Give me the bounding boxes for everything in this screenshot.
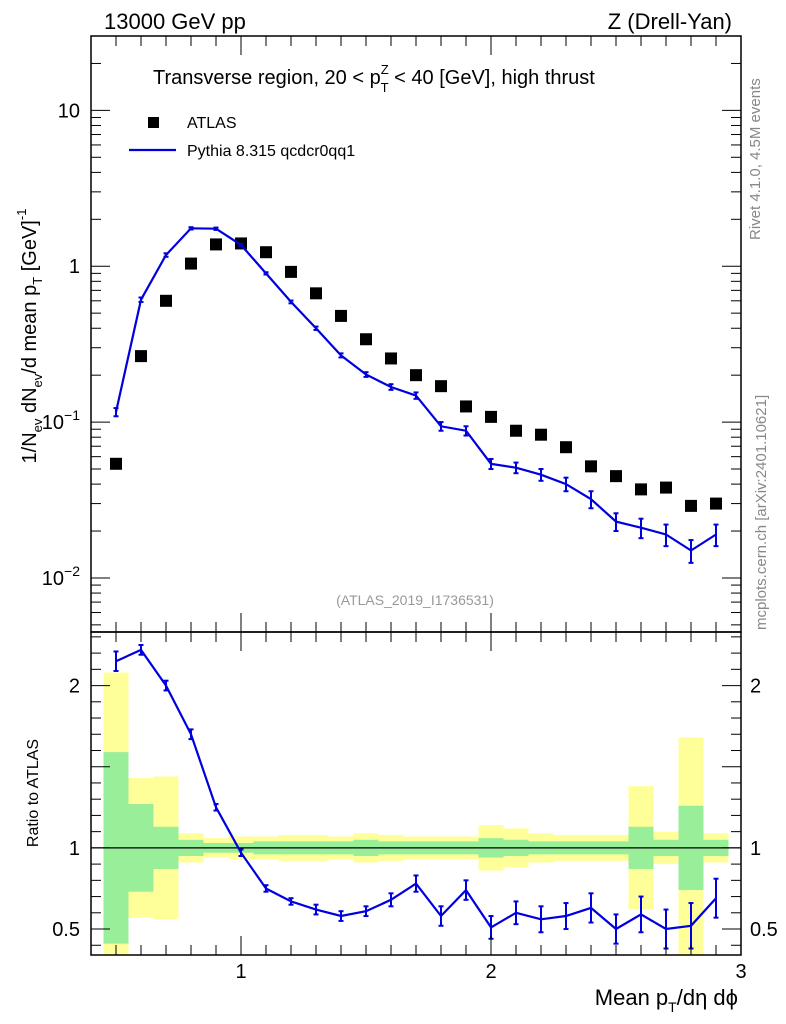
y-tick-label: 10 xyxy=(58,100,80,122)
atlas-point xyxy=(510,424,522,437)
atlas-point xyxy=(635,483,647,496)
main-panel: Transverse region, 20 < pZ T < 40 [GeV], … xyxy=(14,35,742,633)
watermark: (ATLAS_2019_I1736531) xyxy=(336,592,494,608)
ratio-ticks: 0.5 0.5 1 1 2 2 1 2 3 xyxy=(52,632,778,983)
ratio-y-tick-label: 2 xyxy=(69,676,80,698)
ratio-ylabel: Ratio to ATLAS xyxy=(25,739,42,847)
atlas-point xyxy=(460,400,472,413)
rivet-label: Rivet 4.1.0, 4.5M events xyxy=(747,78,764,240)
atlas-point xyxy=(410,369,422,382)
y-tick-label-exp: −1 xyxy=(64,407,80,423)
y-tick-label: 10−1 xyxy=(42,407,80,434)
atlas-point xyxy=(560,441,572,454)
legend-atlas-label: ATLAS xyxy=(187,115,237,132)
atlas-point xyxy=(285,265,297,278)
atlas-point xyxy=(335,309,347,322)
atlas-point xyxy=(710,497,722,510)
atlas-point xyxy=(260,246,272,259)
main-title: Transverse region, 20 < pZ T < 40 [GeV], … xyxy=(153,62,595,95)
atlas-point xyxy=(610,470,622,483)
atlas-point xyxy=(660,481,672,494)
ratio-bands xyxy=(103,672,729,955)
ratio-y-tick-label: 0.5 xyxy=(52,919,80,941)
atlas-point xyxy=(210,238,222,251)
atlas-point xyxy=(385,352,397,365)
main-ylabel: 1/Nev dNev/d mean pT [GeV]-1 xyxy=(14,209,45,464)
atlas-point xyxy=(110,457,122,470)
y-tick-label-base: 10 xyxy=(42,568,64,590)
y-tick-label: 10−2 xyxy=(42,563,80,590)
atlas-point xyxy=(310,287,322,300)
ratio-y-tick-label-right: 2 xyxy=(750,676,761,698)
atlas-point xyxy=(185,257,197,270)
y-tick-label-exp: −2 xyxy=(64,563,80,579)
x-tick-label: 1 xyxy=(235,961,246,983)
atlas-point xyxy=(685,499,697,512)
ratio-panel: 0.5 0.5 1 1 2 2 1 2 3 Ratio to ATLAS Mean pT/dη … xyxy=(25,631,778,1015)
mcplots-label: mcplots.cern.ch [arXiv:2401.10621] xyxy=(753,395,770,630)
atlas-point xyxy=(135,350,147,363)
atlas-point xyxy=(435,380,447,393)
y-tick-label: 1 xyxy=(69,256,80,278)
legend-atlas-marker xyxy=(148,117,159,128)
ratio-marks xyxy=(113,643,719,950)
x-tick-label: 3 xyxy=(735,961,746,983)
x-tick-label: 2 xyxy=(485,961,496,983)
x-axis-label: Mean pT/dη dϕ xyxy=(595,985,738,1015)
legend-mc-label: Pythia 8.315 qcdcr0qq1 xyxy=(187,143,355,160)
ratio-y-tick-label-right: 0.5 xyxy=(750,919,778,941)
atlas-point xyxy=(535,428,547,441)
y-tick-label-base: 10 xyxy=(42,412,64,434)
ratio-y-tick-label-right: 1 xyxy=(750,838,761,860)
atlas-point xyxy=(585,460,597,473)
atlas-point xyxy=(160,294,172,307)
process-label: Z (Drell-Yan) xyxy=(608,9,732,34)
main-marks xyxy=(110,226,722,564)
ratio-y-tick-label: 1 xyxy=(69,838,80,860)
atlas-point xyxy=(485,410,497,423)
mc-line xyxy=(114,227,717,552)
atlas-point xyxy=(360,333,372,346)
energy-label: 13000 GeV pp xyxy=(104,9,246,34)
